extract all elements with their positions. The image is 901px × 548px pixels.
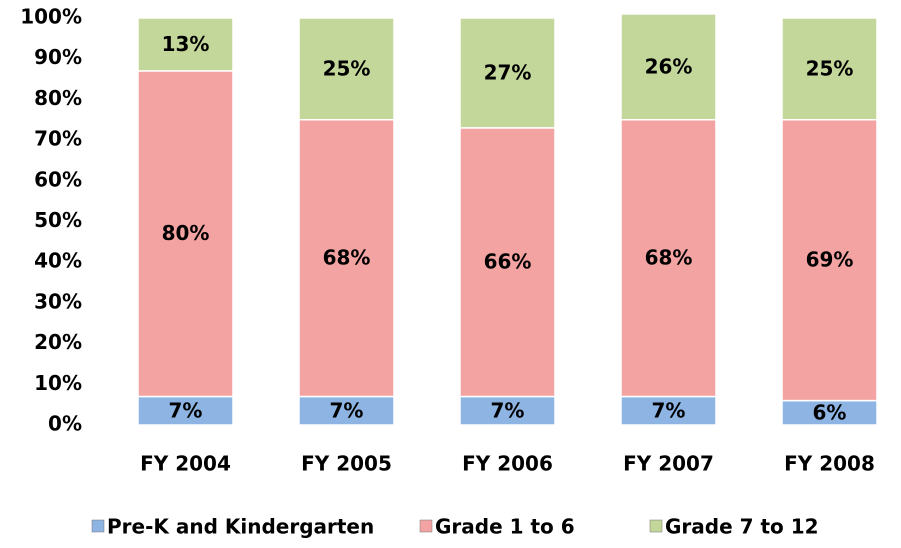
- y-tick-label: 40%: [34, 249, 82, 273]
- bar-segment: [620, 119, 717, 398]
- legend-label: Grade 1 to 6: [435, 515, 575, 539]
- x-tick-label: FY 2004: [140, 452, 231, 476]
- value-label: 68%: [645, 246, 693, 270]
- legend-label: Pre-K and Kindergarten: [107, 515, 374, 539]
- legend-swatch: [419, 519, 433, 533]
- value-label: 80%: [162, 221, 210, 245]
- value-label: 7%: [491, 398, 525, 422]
- legend-swatch: [91, 519, 105, 533]
- bar-segment: [137, 17, 234, 72]
- value-label: 7%: [652, 398, 686, 422]
- x-tick-label: FY 2006: [462, 452, 553, 476]
- y-tick-label: 90%: [34, 45, 82, 69]
- bar-segment: [459, 127, 556, 398]
- value-label: 25%: [806, 56, 854, 80]
- y-tick-label: 80%: [34, 86, 82, 110]
- bar-segment: [781, 17, 878, 121]
- legend-label: Grade 7 to 12: [665, 515, 819, 539]
- y-tick-label: 70%: [34, 127, 82, 151]
- bar-segment: [781, 399, 878, 426]
- legend-swatch: [649, 519, 663, 533]
- y-tick-label: 50%: [34, 208, 82, 232]
- bar-segment: [298, 395, 395, 426]
- value-label: 68%: [323, 246, 371, 270]
- value-label: 66%: [484, 250, 532, 274]
- y-tick-label: 0%: [48, 412, 82, 436]
- value-label: 26%: [645, 54, 693, 78]
- value-label: 6%: [813, 400, 847, 424]
- y-tick-label: 60%: [34, 167, 82, 191]
- x-tick-label: FY 2007: [623, 452, 714, 476]
- bar-segment: [459, 395, 556, 426]
- bar-segment: [298, 119, 395, 398]
- value-label: 7%: [330, 398, 364, 422]
- value-label: 69%: [806, 248, 854, 272]
- value-label: 7%: [169, 398, 203, 422]
- y-tick-label: 100%: [20, 5, 82, 29]
- bar-segment: [620, 13, 717, 121]
- y-tick-label: 20%: [34, 330, 82, 354]
- x-tick-label: FY 2008: [784, 452, 875, 476]
- y-tick-label: 30%: [34, 289, 82, 313]
- bar-segment: [620, 395, 717, 426]
- bar-segment: [298, 17, 395, 121]
- bar-segment: [137, 70, 234, 398]
- bar-segment: [137, 395, 234, 426]
- x-tick-label: FY 2005: [301, 452, 392, 476]
- y-tick-label: 10%: [34, 371, 82, 395]
- value-label: 13%: [162, 32, 210, 56]
- value-label: 25%: [323, 56, 371, 80]
- value-label: 27%: [484, 60, 532, 84]
- bar-segment: [459, 17, 556, 129]
